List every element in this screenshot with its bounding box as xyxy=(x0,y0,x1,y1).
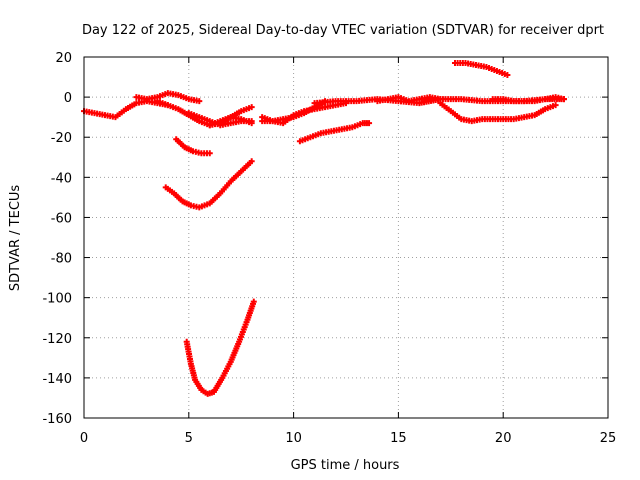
series-arc-p xyxy=(489,94,567,105)
x-tick-label: 0 xyxy=(80,431,88,446)
data-point xyxy=(504,72,511,79)
x-axis-label: GPS time / hours xyxy=(291,458,400,473)
data-point xyxy=(248,120,255,127)
y-tick-label: -100 xyxy=(42,292,72,307)
data-point xyxy=(248,104,255,111)
y-tick-label: -20 xyxy=(51,131,72,146)
series-arc-k xyxy=(296,120,373,145)
series-arc-e xyxy=(206,114,255,129)
data-point xyxy=(560,96,567,103)
series-arc-n xyxy=(437,100,559,125)
data-point xyxy=(196,98,203,105)
y-tick-label: -40 xyxy=(51,171,72,186)
series-arc-o xyxy=(451,60,511,79)
plot-frame xyxy=(83,56,609,419)
data-point xyxy=(206,150,213,157)
x-tick-label: 10 xyxy=(285,431,302,446)
x-tick-label: 25 xyxy=(600,431,617,446)
series-arc-c xyxy=(154,98,255,129)
data-point xyxy=(248,158,255,165)
y-tick-label: -80 xyxy=(51,252,72,267)
chart-title: Day 122 of 2025, Sidereal Day-to-day VTE… xyxy=(82,23,604,38)
data-point xyxy=(552,102,559,109)
series-arc-b xyxy=(133,90,203,105)
x-tick-label: 5 xyxy=(185,431,193,446)
x-tick-label: 20 xyxy=(495,431,512,446)
y-tick-label: -160 xyxy=(42,412,72,427)
axis-ticks: -160 -140 -120 -100 -80 -60 -40 -20 0 20 0 5 10 15 20 2… xyxy=(42,51,616,446)
y-tick-label: 20 xyxy=(55,51,72,66)
y-tick-label: 0 xyxy=(64,91,72,106)
y-tick-label: -120 xyxy=(42,332,72,347)
data-point xyxy=(366,120,373,127)
data-points xyxy=(81,60,567,397)
series-arc-f xyxy=(173,136,213,157)
series-arc-m xyxy=(374,94,444,105)
data-point xyxy=(250,298,257,305)
x-tick-label: 15 xyxy=(390,431,407,446)
y-axis-label: SDTVAR / TECUs xyxy=(8,185,23,292)
y-tick-label: -140 xyxy=(42,372,72,387)
series-arc-h xyxy=(183,298,257,397)
y-tick-label: -60 xyxy=(51,211,72,226)
series-arc-g xyxy=(162,158,255,211)
grid xyxy=(84,57,608,418)
